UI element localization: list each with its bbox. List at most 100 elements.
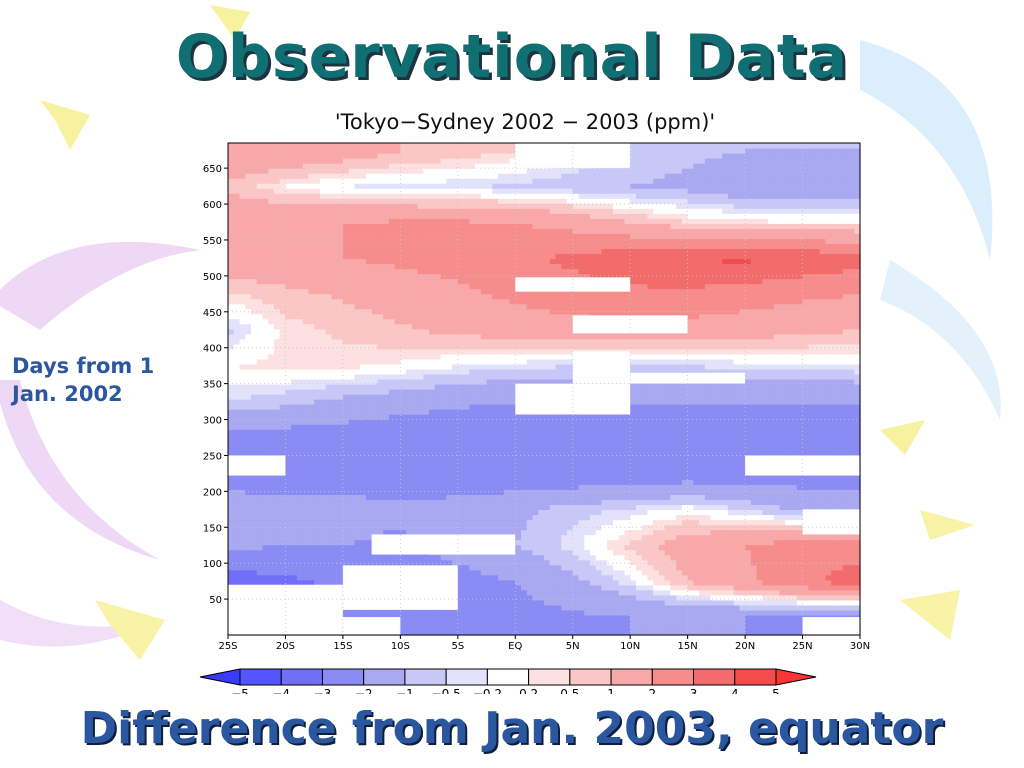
heatmap-cell bbox=[348, 143, 355, 149]
heatmap-cell bbox=[268, 529, 275, 536]
heatmap-cell bbox=[486, 419, 493, 425]
heatmap-cell bbox=[360, 544, 367, 551]
heatmap-cell bbox=[406, 283, 413, 290]
heatmap-cell bbox=[434, 404, 442, 410]
heatmap-cell bbox=[469, 619, 476, 626]
heatmap-cell bbox=[429, 238, 436, 245]
heatmap-cell bbox=[348, 253, 355, 260]
heatmap-cell bbox=[411, 178, 419, 184]
heatmap-cell bbox=[256, 288, 264, 295]
heatmap-cell bbox=[371, 218, 378, 224]
heatmap-cell bbox=[475, 143, 482, 149]
heatmap-cell bbox=[446, 348, 453, 355]
heatmap-cell bbox=[429, 338, 436, 345]
heatmap-cell bbox=[273, 353, 281, 360]
heatmap-cell bbox=[308, 173, 315, 179]
heatmap-cell bbox=[279, 504, 287, 511]
heatmap-cell bbox=[503, 258, 511, 265]
heatmap-cell bbox=[406, 399, 413, 405]
heatmap-cell bbox=[314, 168, 321, 174]
heatmap-cell bbox=[331, 439, 338, 445]
heatmap-cell bbox=[400, 178, 407, 184]
heatmap-cell bbox=[475, 198, 482, 204]
heatmap-cell bbox=[371, 288, 378, 295]
heatmap-cell bbox=[503, 584, 511, 591]
heatmap-cell bbox=[268, 268, 275, 275]
heatmap-cell bbox=[348, 394, 355, 400]
heatmap-cell bbox=[325, 399, 333, 405]
heatmap-cell bbox=[331, 404, 338, 410]
heatmap-cell bbox=[354, 148, 361, 154]
heatmap-cell bbox=[302, 278, 310, 285]
heatmap-cell bbox=[262, 424, 269, 430]
heatmap-cell bbox=[446, 394, 453, 400]
heatmap-cell bbox=[498, 594, 505, 601]
heatmap-cell bbox=[262, 193, 269, 199]
heatmap-cell bbox=[469, 399, 476, 405]
heatmap-cell bbox=[233, 238, 241, 245]
heatmap-cell bbox=[486, 178, 493, 184]
heatmap-cell bbox=[239, 564, 246, 571]
heatmap-cell bbox=[239, 579, 246, 586]
heatmap-cell bbox=[475, 599, 482, 606]
heatmap-cell bbox=[296, 454, 304, 460]
heatmap-cell bbox=[457, 368, 465, 375]
heatmap-cell bbox=[440, 559, 447, 566]
heatmap-cell bbox=[256, 368, 264, 375]
heatmap-cell bbox=[256, 318, 264, 325]
heatmap-cell bbox=[423, 353, 430, 360]
heatmap-cell bbox=[365, 474, 373, 480]
heatmap-cell bbox=[342, 143, 350, 149]
heatmap-cell bbox=[348, 514, 355, 521]
heatmap-cell bbox=[411, 459, 419, 465]
heatmap-cell bbox=[400, 318, 407, 325]
heatmap-cell bbox=[515, 308, 522, 315]
heatmap-cell bbox=[440, 464, 447, 470]
heatmap-cell bbox=[503, 529, 511, 536]
heatmap-cell bbox=[245, 509, 252, 516]
heatmap-cell bbox=[377, 263, 384, 270]
heatmap-cell bbox=[463, 263, 470, 270]
heatmap-cell bbox=[337, 143, 344, 149]
heatmap-cell bbox=[475, 368, 482, 375]
heatmap-cell bbox=[394, 383, 401, 390]
heatmap-cell bbox=[434, 459, 442, 465]
heatmap-cell bbox=[250, 564, 258, 571]
heatmap-cell bbox=[337, 343, 344, 350]
heatmap-cell bbox=[279, 373, 287, 380]
heatmap-cell bbox=[331, 524, 338, 531]
heatmap-cell bbox=[348, 449, 355, 455]
heatmap-cell bbox=[331, 163, 338, 169]
heatmap-cell bbox=[325, 268, 333, 275]
heatmap-cell bbox=[291, 363, 298, 370]
heatmap-cell bbox=[400, 529, 407, 536]
heatmap-cell bbox=[486, 514, 493, 521]
heatmap-cell bbox=[429, 263, 436, 270]
heatmap-cell bbox=[388, 313, 396, 320]
heatmap-cell bbox=[429, 373, 436, 380]
heatmap-cell bbox=[463, 193, 470, 199]
heatmap-cell bbox=[434, 258, 442, 265]
heatmap-cell bbox=[250, 399, 258, 405]
heatmap-cell bbox=[337, 183, 344, 189]
heatmap-cell bbox=[469, 449, 476, 455]
heatmap-cell bbox=[331, 258, 338, 265]
heatmap-cell bbox=[314, 228, 321, 234]
heatmap-cell bbox=[302, 323, 310, 330]
heatmap-cell bbox=[245, 489, 252, 496]
heatmap-cell bbox=[302, 243, 310, 250]
heatmap-cell bbox=[383, 343, 390, 350]
heatmap-cell bbox=[400, 253, 407, 260]
heatmap-cell bbox=[342, 368, 350, 375]
heatmap-cell bbox=[365, 494, 373, 501]
heatmap-cell bbox=[360, 258, 367, 265]
heatmap-cell bbox=[457, 489, 465, 496]
heatmap-cell bbox=[503, 153, 511, 159]
heatmap-cell bbox=[371, 504, 378, 511]
heatmap-cell bbox=[400, 158, 407, 164]
heatmap-cell bbox=[469, 484, 476, 491]
heatmap-cell bbox=[411, 368, 419, 375]
heatmap-cell bbox=[296, 338, 304, 345]
heatmap-cell bbox=[411, 323, 419, 330]
heatmap-cell bbox=[406, 173, 413, 179]
